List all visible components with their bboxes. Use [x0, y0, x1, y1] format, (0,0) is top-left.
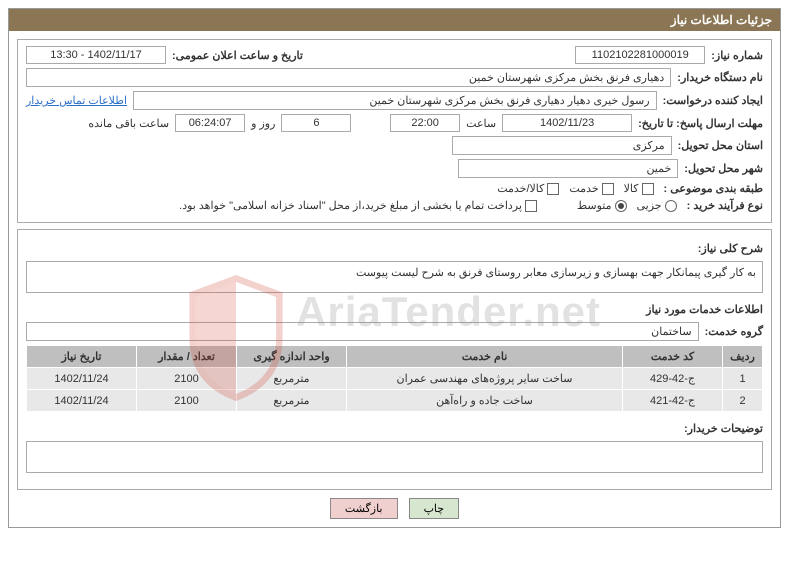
table-header: تاریخ نیاز [27, 346, 137, 368]
requester-value: رسول خیری دهیار دهیاری فرنق بخش مرکزی شه… [133, 91, 657, 110]
proc-partial-radio[interactable]: جزیی [637, 199, 677, 212]
payment-checkbox[interactable]: پرداخت تمام یا بخشی از مبلغ خرید،از محل … [179, 199, 537, 212]
province-label: استان محل تحویل: [678, 139, 763, 152]
details-box: شماره نیاز: 1102102281000019 تاریخ و ساع… [17, 39, 772, 223]
remaining-label: ساعت باقی مانده [88, 117, 169, 130]
need-no-label: شماره نیاز: [711, 49, 763, 62]
need-no-value: 1102102281000019 [575, 46, 705, 64]
requester-label: ایجاد کننده درخواست: [663, 94, 763, 107]
table-header: ردیف [723, 346, 763, 368]
services-table: ردیفکد خدمتنام خدمتواحد اندازه گیریتعداد… [26, 345, 763, 412]
contact-link[interactable]: اطلاعات تماس خریدار [26, 94, 127, 107]
announce-value: 1402/11/17 - 13:30 [26, 46, 166, 64]
days-value: 6 [281, 114, 351, 132]
desc-label: شرح کلی نیاز: [26, 242, 763, 255]
cat-goods-service-checkbox[interactable]: کالا/خدمت [497, 182, 559, 195]
process-label: نوع فرآیند خرید : [687, 199, 763, 212]
deadline-date: 1402/11/23 [502, 114, 632, 132]
table-header: کد خدمت [623, 346, 723, 368]
category-label: طبقه بندی موضوعی : [664, 182, 763, 195]
table-row: 1ج-42-429ساخت سایر پروژه‌های مهندسی عمرا… [27, 368, 763, 390]
print-button[interactable]: چاپ [409, 498, 460, 519]
province-value: مرکزی [452, 136, 672, 155]
group-label: گروه خدمت: [705, 325, 763, 338]
desc-text: به کار گیری پیمانکار جهت بهسازی و زیرساز… [26, 261, 763, 293]
cat-goods-checkbox[interactable]: کالا [624, 182, 654, 195]
cat-service-checkbox[interactable]: خدمت [569, 182, 613, 195]
table-row: 2ج-42-421ساخت جاده و راه‌آهنمترمربع21001… [27, 390, 763, 412]
buyer-notes-text [26, 441, 763, 473]
description-box: شرح کلی نیاز: به کار گیری پیمانکار جهت ب… [17, 229, 772, 490]
table-header: واحد اندازه گیری [237, 346, 347, 368]
deadline-label: مهلت ارسال پاسخ: تا تاریخ: [638, 117, 763, 130]
buyer-label: نام دستگاه خریدار: [677, 71, 763, 84]
announce-label: تاریخ و ساعت اعلان عمومی: [172, 49, 303, 62]
buyer-value: دهیاری فرنق بخش مرکزی شهرستان خمین [26, 68, 671, 87]
buyer-notes-label: توضیحات خریدار: [26, 422, 763, 435]
service-info-label: اطلاعات خدمات مورد نیاز [26, 303, 763, 316]
group-value: ساختمان [26, 322, 699, 341]
city-value: خمین [458, 159, 678, 178]
table-header: تعداد / مقدار [137, 346, 237, 368]
days-label: روز و [251, 117, 275, 130]
city-label: شهر محل تحویل: [684, 162, 763, 175]
proc-medium-radio[interactable]: متوسط [577, 199, 627, 212]
deadline-time: 22:00 [390, 114, 460, 132]
time-label: ساعت [466, 117, 496, 130]
back-button[interactable]: بازگشت [330, 498, 398, 519]
countdown: 06:24:07 [175, 114, 245, 132]
main-panel: جزئیات اطلاعات نیاز شماره نیاز: 11021022… [8, 8, 781, 528]
table-header: نام خدمت [347, 346, 623, 368]
panel-title: جزئیات اطلاعات نیاز [9, 9, 780, 31]
